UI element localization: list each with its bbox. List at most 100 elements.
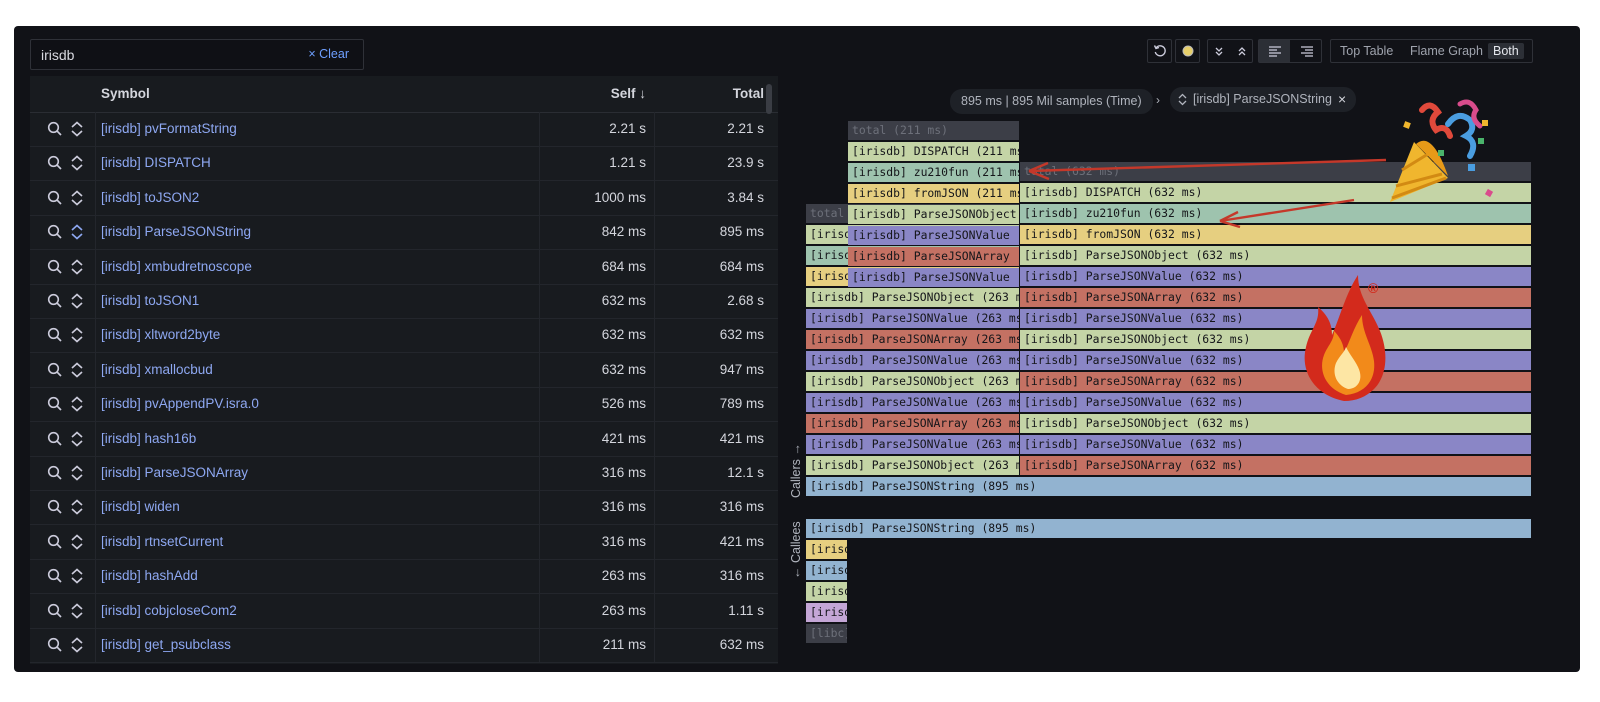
sandwich-icon[interactable] [70,154,84,172]
table-row[interactable]: [irisdb] toJSON2 1000 ms 3.84 s [30,180,778,216]
symbol-name[interactable]: [irisdb] widen [101,499,180,515]
table-row[interactable]: [irisdb] rtnsetCurrent 316 ms 421 ms [30,524,778,560]
sandwich-icon[interactable] [70,395,84,413]
search-icon[interactable] [47,568,63,584]
flame-frame[interactable]: [irisdb] fromJSON (211 ms) [848,184,1020,204]
symbol-name[interactable]: [irisdb] DISPATCH [101,155,211,171]
flame-frame[interactable]: [irisdb] ParseJSONValue (263 ms) [806,351,1020,371]
flame-frame[interactable]: [irisdb] ParseJSONValue (211 ms) [848,268,1020,288]
flame-frame[interactable]: total (211 ms) [848,121,1020,141]
close-icon[interactable]: × [1337,91,1347,107]
search-icon[interactable] [47,224,63,240]
flame-frame[interactable]: [irisdb] ParseJSONArray (263 ms) [806,330,1020,350]
symbol-name[interactable]: [irisdb] hash16b [101,430,197,446]
flame-frame[interactable]: [irisdb] ParseJSONValue (632 ms) [1020,309,1532,329]
table-row[interactable]: [irisdb] hash16b 421 ms 421 ms [30,421,778,457]
callee-frame[interactable]: [irisdb] [806,603,848,623]
symbol-name[interactable]: [irisdb] pvAppendPV.isra.0 [101,396,259,412]
search-icon[interactable] [47,121,63,137]
flame-frame[interactable]: [irisdb] ParseJSONValue (263 ms) [806,393,1020,413]
align-left-button[interactable] [1259,40,1290,62]
search-icon[interactable] [47,327,63,343]
search-icon[interactable] [47,431,63,447]
table-row[interactable]: [irisdb] pvAppendPV.isra.0 526 ms 789 ms [30,387,778,423]
flame-frame[interactable]: [irisdb] ParseJSONObject (632 ms) [1020,330,1532,350]
sandwich-icon[interactable] [70,602,84,620]
search-icon[interactable] [47,259,63,275]
sandwich-icon[interactable] [70,430,84,448]
symbol-name[interactable]: [irisdb] xmallocbud [101,361,213,377]
reset-view-button[interactable] [1148,40,1171,62]
sandwich-icon[interactable] [70,361,84,379]
column-header-total[interactable]: Total [732,86,764,101]
flame-frame[interactable]: [irisdb] ParseJSONValue (632 ms) [1020,351,1532,371]
search-icon[interactable] [47,603,63,619]
search-icon[interactable] [47,465,63,481]
flame-frame[interactable]: [irisdb] ParseJSONArray (263 ms) [806,414,1020,434]
color-scheme-button[interactable] [1176,40,1199,62]
flame-frame[interactable]: [irisdb] fromJSON (632 ms) [1020,225,1532,245]
table-row[interactable]: [irisdb] ParseJSONArray 316 ms 12.1 s [30,456,778,491]
callee-frame[interactable]: [libc] [806,624,848,644]
search-icon[interactable] [47,362,63,378]
flame-frame[interactable]: [irisdb] ParseJSONObject (632 ms) [1020,246,1532,266]
flame-frame[interactable]: [irisdb] ParseJSONValue (263 ms) [806,435,1020,455]
table-row[interactable]: [irisdb] xltword2byte 632 ms 632 ms [30,318,778,354]
flame-frame[interactable]: [irisdb] ParseJSONArray (632 ms) [1020,372,1532,392]
search-icon[interactable] [47,155,63,171]
symbol-name[interactable]: [irisdb] cobjcloseCom2 [101,602,237,618]
flame-frame[interactable]: [irisdb] ParseJSONObject (263 ms) [806,372,1020,392]
search-input[interactable] [39,46,293,64]
table-row[interactable]: [irisdb] get_psubclass 211 ms 632 ms [30,628,778,663]
symbol-name[interactable]: [irisdb] hashAdd [101,568,198,584]
symbol-name[interactable]: [irisdb] toJSON2 [101,189,200,205]
flame-frame[interactable]: [irisdb] ParseJSONArray (632 ms) [1020,288,1532,308]
table-row[interactable]: [irisdb] DISPATCH 1.21 s 23.9 s [30,146,778,182]
flame-frame[interactable]: [irisdb] zu210fun (211 ms) [848,163,1020,183]
callee-root-frame[interactable]: [irisdb] ParseJSONString (895 ms) [806,519,1532,539]
callee-frame[interactable]: [irisdb] [806,561,848,581]
align-right-button[interactable] [1291,40,1322,62]
view-top-table[interactable]: Top Table [1340,44,1394,58]
view-both[interactable]: Both [1488,43,1524,59]
table-row[interactable]: [irisdb] cobjcloseCom2 263 ms 1.11 s [30,593,778,629]
search-icon[interactable] [47,293,63,309]
search-icon[interactable] [47,499,63,515]
flame-frame[interactable]: [irisdb] ParseJSONValue (632 ms) [1020,393,1532,413]
search-icon[interactable] [47,534,63,550]
sandwich-icon[interactable] [70,326,84,344]
symbol-name[interactable]: [irisdb] ParseJSONArray [101,465,249,480]
symbol-name[interactable]: [irisdb] xltword2byte [101,327,221,343]
sandwich-icon[interactable] [70,498,84,516]
symbol-name[interactable]: [irisdb] pvFormatString [101,121,237,136]
table-row[interactable]: [irisdb] toJSON1 632 ms 2.68 s [30,284,778,319]
clear-button[interactable]: × Clear [308,47,349,61]
sandwich-icon[interactable] [70,292,84,310]
symbol-name[interactable]: [irisdb] get_psubclass [101,637,231,652]
symbol-name[interactable]: [irisdb] xmbudretnoscope [101,258,252,274]
flame-root-frame[interactable]: [irisdb] ParseJSONString (895 ms) [806,477,1532,497]
sandwich-icon[interactable] [70,567,84,585]
flame-frame[interactable]: [irisdb] ParseJSONValue (632 ms) [1020,435,1532,455]
flame-frame[interactable]: [irisdb] ParseJSONValue (632 ms) [1020,267,1532,287]
search-icon[interactable] [47,396,63,412]
flame-frame[interactable]: [irisdb] ParseJSONValue (263 ms) [806,309,1020,329]
column-header-symbol[interactable]: Symbol [101,86,150,101]
sandwich-icon[interactable] [70,120,84,138]
flame-frame[interactable]: [irisdb] ParseJSONValue (211 ms) [848,226,1020,246]
table-row[interactable]: [irisdb] hashAdd 263 ms 316 ms [30,559,778,595]
view-flame-graph[interactable]: Flame Graph [1410,44,1483,58]
sandwich-icon[interactable] [70,533,84,551]
callee-frame[interactable]: [irisdb] [806,582,848,602]
flame-frame[interactable]: [irisdb] ParseJSONObject (211 ms) [848,205,1020,225]
column-header-self[interactable]: Self ↓ [611,86,646,101]
table-row[interactable]: [irisdb] xmbudretnoscope 684 ms 684 ms [30,249,778,285]
table-row[interactable]: [irisdb] ParseJSONString 842 ms 895 ms [30,215,778,251]
expand-button[interactable] [1231,40,1253,62]
collapse-button[interactable] [1208,40,1230,62]
flame-frame[interactable]: [irisdb] ParseJSONArray (632 ms) [1020,456,1532,476]
table-row[interactable]: [irisdb] widen 316 ms 316 ms [30,490,778,526]
flame-frame[interactable]: [irisdb] ParseJSONObject (263 ms) [806,456,1020,476]
flame-frame[interactable]: [irisdb] DISPATCH (211 ms) [848,142,1020,162]
flame-frame[interactable]: [irisdb] ParseJSONObject (632 ms) [1020,414,1532,434]
